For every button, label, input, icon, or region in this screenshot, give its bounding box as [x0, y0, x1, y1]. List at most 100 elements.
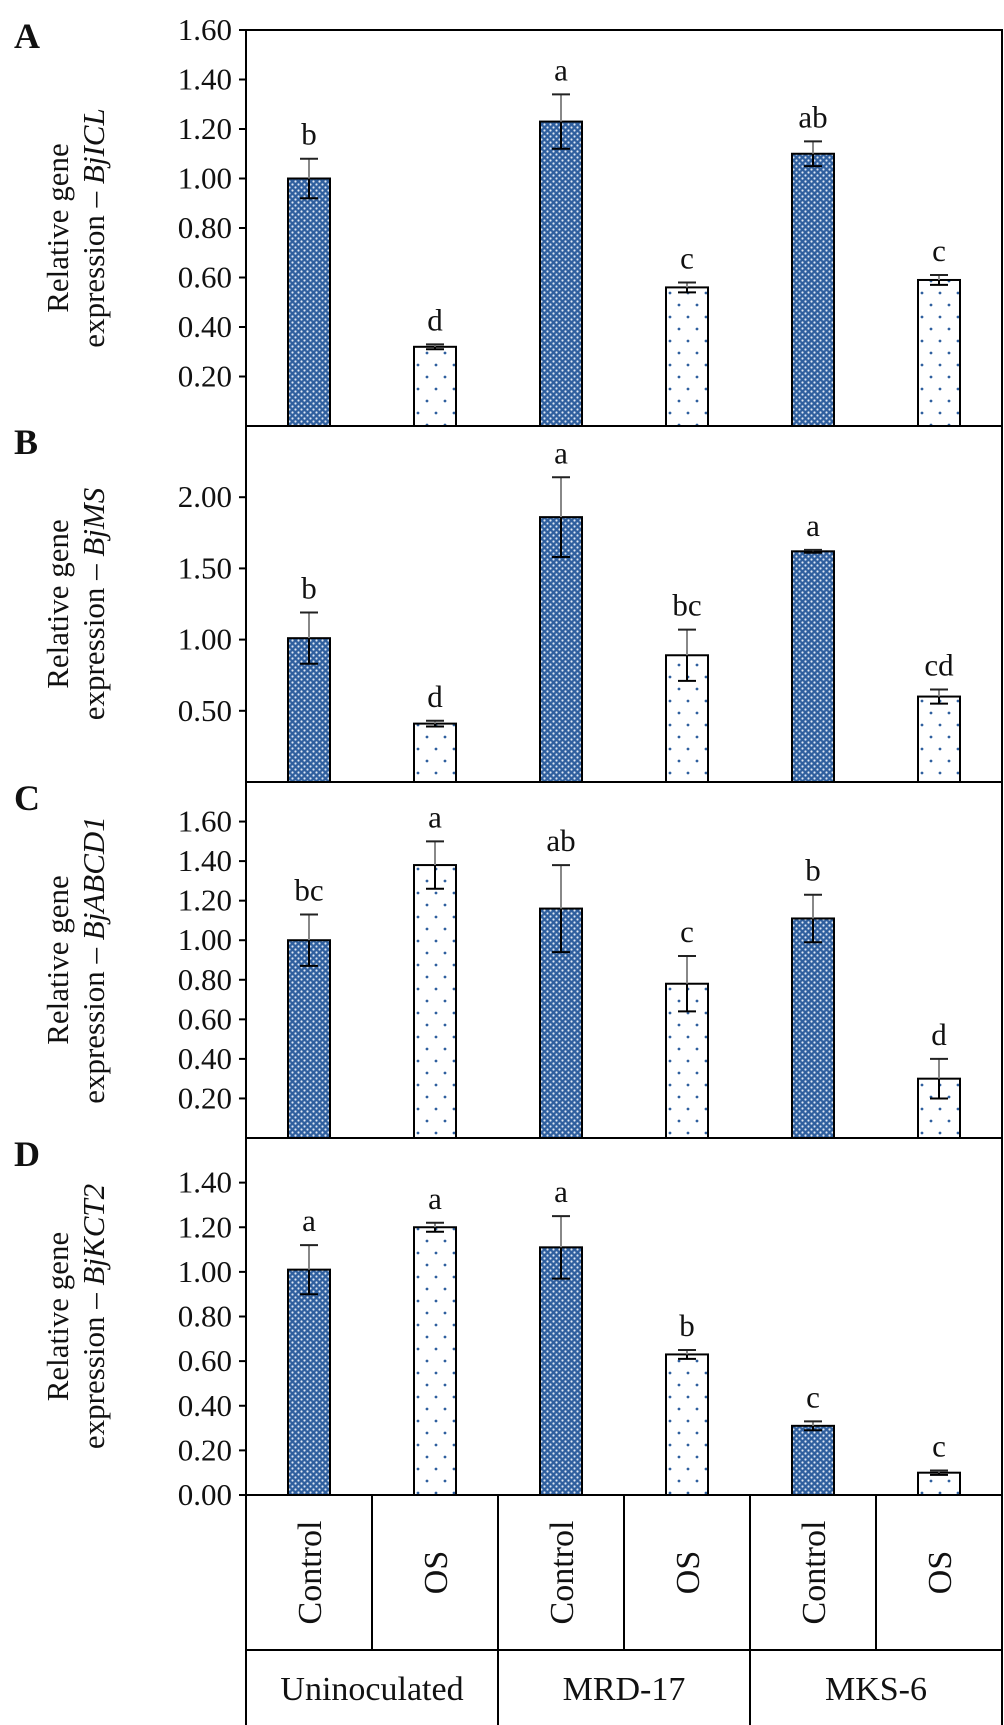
error-bar-d-5: [804, 1420, 822, 1432]
bar-d-5: [791, 1424, 835, 1497]
significance-label-a-6: c: [932, 233, 946, 268]
y-axis-label-prefix: expression –: [76, 184, 111, 348]
bar-d-6: [917, 1471, 961, 1496]
panel-b: b d a bc a cd 0.50 1.00 1.50 2.00 B Relative gene ex…: [14, 422, 1003, 784]
y-tick-label-c: 0.80: [178, 962, 232, 997]
x-category-label-3: Control: [544, 1521, 581, 1625]
y-tick-label-a: 0.80: [178, 210, 232, 245]
y-axis-label-line2-d: expression – BjKCT2: [76, 1184, 111, 1449]
significance-label-b-4: bc: [672, 588, 701, 623]
error-bar-c-5: [804, 893, 822, 944]
y-tick-label-d: 0.40: [178, 1388, 232, 1423]
bar-a-3: [539, 120, 583, 427]
y-tick-label-a: 1.20: [178, 111, 232, 146]
error-bar-a-6: [930, 274, 948, 286]
panel-letter-c: C: [14, 778, 40, 818]
bar-d-2: [413, 1226, 457, 1496]
error-bar-b-2: [426, 719, 444, 728]
x-group-label-1: Uninoculated: [280, 1671, 463, 1708]
significance-label-c-6: d: [931, 1017, 947, 1052]
error-bar-d-6: [930, 1469, 948, 1476]
error-bar-b-5: [804, 548, 822, 554]
bar-c-2: [413, 864, 457, 1139]
y-tick-label-c: 1.60: [178, 804, 232, 839]
error-bar-a-1: [300, 157, 318, 200]
y-tick-label-b: 2.00: [178, 479, 232, 514]
bar-a-5: [791, 152, 835, 427]
error-bar-c-4: [678, 955, 696, 1013]
y-axis-label-line2-a: expression – BjICL: [76, 108, 111, 347]
error-bar-c-6: [930, 1057, 948, 1100]
y-tick-label-a: 1.00: [178, 161, 232, 196]
significance-label-b-3: a: [554, 435, 568, 470]
y-axis-label-line2-b: expression – BjMS: [76, 488, 111, 720]
y-tick-label-a: 0.40: [178, 309, 232, 344]
significance-label-a-4: c: [680, 240, 694, 275]
error-bar-d-1: [300, 1244, 318, 1296]
bar-a-6: [917, 278, 961, 427]
significance-label-d-3: a: [554, 1174, 568, 1209]
y-tick-label-b: 0.50: [178, 693, 232, 728]
significance-label-a-3: a: [554, 52, 568, 87]
y-tick-label-d: 0.60: [178, 1343, 232, 1378]
y-tick-label-d: 0.00: [178, 1477, 232, 1512]
bar-a-4: [665, 286, 709, 427]
y-axis-gene-name: BjMS: [76, 488, 111, 557]
bar-c-1: [287, 939, 331, 1139]
plot-frame-c: [245, 781, 1003, 1139]
y-axis-label-prefix: expression –: [76, 940, 111, 1104]
y-tick-label-d: 1.20: [178, 1209, 232, 1244]
y-axis-label-line1-a: Relative gene: [40, 143, 75, 313]
error-bar-b-6: [930, 688, 948, 705]
panel-c: bc a ab c b d 0.20 0.40 0.60 0.80 1.00 1.20 1.40 1.60…: [14, 778, 1003, 1140]
significance-label-c-3: ab: [546, 823, 575, 858]
significance-label-c-2: a: [428, 799, 442, 834]
bar-b-6: [917, 695, 961, 783]
bar-a-1: [287, 177, 331, 427]
y-tick-label-d: 0.80: [178, 1299, 232, 1334]
significance-label-b-2: d: [427, 679, 443, 714]
significance-label-d-6: c: [932, 1428, 946, 1463]
y-tick-label-a: 1.40: [178, 62, 232, 97]
significance-label-d-1: a: [302, 1203, 316, 1238]
y-axis-label-line1-b: Relative gene: [40, 519, 75, 689]
x-group-label-3: MKS-6: [825, 1671, 927, 1708]
y-tick-label-c: 1.00: [178, 922, 232, 957]
error-bar-c-3: [552, 864, 570, 954]
plot-frame-a: [245, 29, 1003, 427]
x-category-label-4: OS: [670, 1551, 707, 1594]
significance-label-c-1: bc: [294, 873, 323, 908]
bar-b-3: [539, 516, 583, 783]
plot-frame-d: [245, 1137, 1003, 1496]
x-group-label-2: MRD-17: [563, 1671, 686, 1708]
error-bar-d-4: [678, 1348, 696, 1360]
y-axis-label-line2-c: expression – BjABCD1: [76, 816, 111, 1104]
y-axis-gene-name: BjICL: [76, 108, 111, 184]
significance-label-b-1: b: [301, 571, 317, 606]
bar-c-5: [791, 917, 835, 1140]
panel-d: a a a b c c 0.00 0.20 0.40 0.60 0.80 1.00 1.20 1.40 D R…: [14, 1134, 1003, 1512]
error-bar-b-4: [678, 628, 696, 682]
panel-a: b d a c ab c 0.20 0.40 0.60 0.80 1.00 1.20 1.40 1.60 A…: [14, 12, 1003, 427]
significance-label-d-4: b: [679, 1308, 695, 1343]
y-axis-label-prefix: expression –: [76, 1286, 111, 1450]
error-bar-a-4: [678, 281, 696, 294]
error-bar-d-3: [552, 1215, 570, 1280]
bar-b-2: [413, 722, 457, 784]
y-tick-label-a: 0.60: [178, 260, 232, 295]
error-bar-a-3: [552, 93, 570, 150]
y-axis-label-line1-d: Relative gene: [40, 1232, 75, 1402]
bar-d-1: [287, 1268, 331, 1497]
y-tick-label-b: 1.50: [178, 550, 232, 585]
significance-label-a-5: ab: [798, 99, 827, 134]
panels-layer: bdacabc0.200.400.600.801.001.201.401.60A…: [14, 12, 1003, 1512]
y-tick-label-c: 1.20: [178, 883, 232, 918]
panel-letter-a: A: [14, 16, 40, 56]
x-category-label-5: Control: [796, 1521, 833, 1625]
y-tick-label-a: 0.20: [178, 359, 232, 394]
significance-label-a-2: d: [427, 302, 443, 337]
y-tick-label-a: 1.60: [178, 12, 232, 47]
error-bar-a-5: [804, 140, 822, 168]
panel-letter-b: B: [14, 422, 38, 462]
